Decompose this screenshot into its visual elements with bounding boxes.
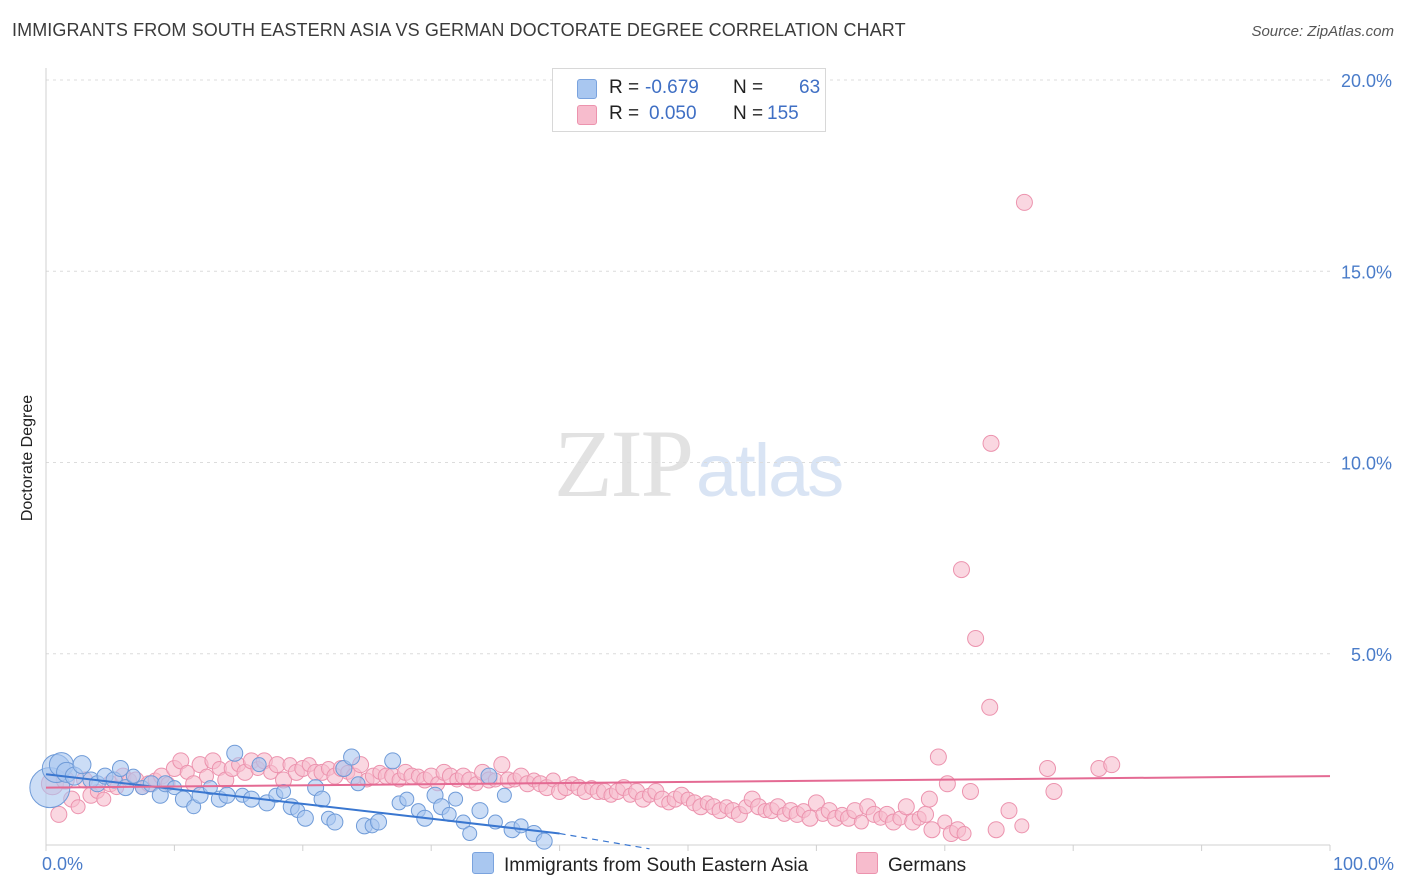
- germans-trend-line: [45, 775, 1331, 789]
- bottom-legend-blue: Immigrants from South Eastern Asia: [472, 852, 808, 877]
- germans-point: [1045, 782, 1063, 800]
- germans-point: [981, 698, 999, 716]
- y-axis-label: Doctorate Degree: [19, 394, 36, 522]
- x-tick-label: 100.0%: [1333, 854, 1394, 874]
- germans-point: [1039, 760, 1057, 777]
- germans-point: [493, 756, 511, 774]
- watermark: ZIPatlas: [554, 408, 844, 519]
- legend-r-label: R =: [609, 77, 640, 98]
- germans-point: [1014, 818, 1030, 834]
- bottom-legend-label-pink: Germans: [888, 855, 967, 876]
- germans-point: [967, 629, 985, 647]
- germans-point: [1000, 802, 1018, 820]
- x-tick-label: 0.0%: [42, 854, 83, 874]
- watermark-zip: ZIP: [554, 410, 694, 517]
- legend-n-label: N =: [733, 103, 764, 124]
- germans-point: [952, 561, 970, 579]
- correlation-legend: R = -0.679 N = 63 R = 0.050 N = 155: [552, 68, 826, 132]
- legend-n-label: N =: [733, 77, 764, 98]
- legend-r-value: 0.050: [649, 103, 697, 124]
- legend-n-value: 63: [799, 77, 821, 98]
- bottom-legend-swatch-pink: [856, 852, 878, 874]
- bottom-legend-pink: Germans: [856, 852, 966, 877]
- immigrants-point: [399, 791, 415, 807]
- chart-title: IMMIGRANTS FROM SOUTH EASTERN ASIA VS GE…: [12, 20, 906, 40]
- immigrants-point: [343, 748, 361, 766]
- immigrants-point: [496, 787, 512, 803]
- germans-point: [96, 791, 112, 807]
- germans-point: [50, 805, 68, 823]
- y-tick-label: 15.0%: [1341, 262, 1392, 282]
- immigrants-point: [202, 780, 218, 796]
- immigrants-point: [125, 768, 141, 784]
- immigrants-point: [72, 755, 92, 775]
- germans-point: [1103, 756, 1121, 774]
- immigrants-point: [296, 809, 314, 827]
- bottom-legend-swatch-blue: [472, 852, 494, 874]
- germans-point: [917, 805, 935, 823]
- germans-point: [897, 798, 915, 816]
- germans-point: [923, 821, 941, 839]
- immigrants-point: [276, 783, 292, 799]
- germans-point: [920, 790, 938, 808]
- immigrants-point: [462, 826, 478, 842]
- watermark-atlas: atlas: [696, 429, 844, 512]
- germans-point: [987, 821, 1005, 839]
- y-tick-label: 20.0%: [1341, 71, 1392, 91]
- immigrants-point: [471, 802, 489, 820]
- germans-point: [853, 814, 869, 830]
- immigrants-point: [480, 767, 498, 785]
- legend-r-value: -0.679: [645, 77, 699, 98]
- germans-point: [929, 748, 947, 766]
- legend-swatch-pink: [577, 105, 597, 125]
- immigrants-trend-line: [45, 773, 560, 835]
- bottom-legend-label-blue: Immigrants from South Eastern Asia: [504, 855, 809, 876]
- legend-swatch-blue: [577, 79, 597, 99]
- legend-n-value: 155: [767, 103, 799, 124]
- germans-point: [982, 434, 1000, 452]
- immigrants-point: [326, 813, 344, 831]
- immigrants-point: [370, 813, 388, 831]
- legend-r-label: R =: [609, 103, 640, 124]
- germans-point: [70, 799, 86, 815]
- source-label: Source: ZipAtlas.com: [1251, 23, 1394, 40]
- germans-point: [938, 775, 956, 793]
- immigrants-trend-extension: [559, 832, 650, 850]
- immigrants-point: [226, 744, 244, 762]
- y-tick-label: 5.0%: [1351, 645, 1392, 665]
- immigrants-point: [111, 760, 129, 777]
- immigrants-point: [384, 752, 402, 770]
- y-tick-label: 10.0%: [1341, 454, 1392, 474]
- immigrants-point: [251, 757, 267, 773]
- immigrants-point: [535, 832, 553, 850]
- germans-point: [961, 782, 979, 800]
- germans-point: [1015, 193, 1033, 211]
- germans-point: [956, 826, 972, 842]
- immigrants-point: [448, 791, 464, 807]
